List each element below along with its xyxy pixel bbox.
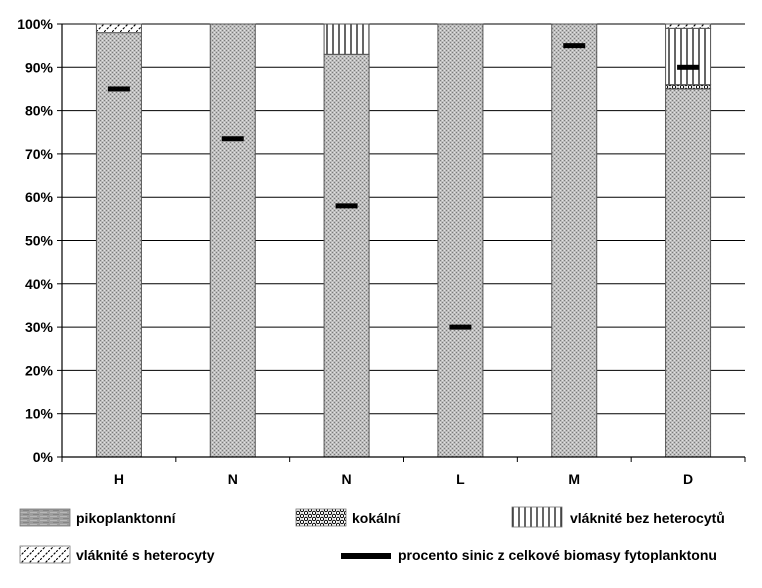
legend-swatch-kokal [295, 508, 347, 527]
gridlines [57, 23, 746, 462]
bar-segment-piko [95, 32, 142, 458]
bars [95, 23, 712, 458]
bar-segment-vertical [323, 23, 370, 55]
axes [61, 24, 745, 462]
legend: pikoplanktonní kokální vláknité bez hetero… [19, 506, 725, 564]
legend-label: vláknité s heterocyty [76, 547, 215, 563]
legend-swatch-diagonal [19, 545, 71, 564]
bar-segment-diagonal [665, 23, 712, 29]
legend-swatch-marker [341, 553, 391, 559]
y-tick-label: 60% [25, 189, 54, 205]
x-tick-label: N [228, 471, 238, 487]
bar-segment-piko [209, 23, 256, 458]
bar-segment-piko [323, 53, 370, 458]
y-tick-label: 30% [25, 319, 54, 335]
x-tick-label: H [114, 471, 124, 487]
legend-label-marker: procento sinic z celkové biomasy fytopla… [398, 547, 717, 563]
bar-segment-diagonal [95, 23, 142, 34]
tick-labels: 0% 10% 20% 30% 40% 50% 60% 70% 80% 90% 100% H N N L M D [17, 16, 693, 487]
legend-swatch-piko [19, 508, 71, 527]
y-tick-label: 10% [25, 406, 54, 422]
marker-point [677, 64, 700, 70]
y-tick-label: 80% [25, 103, 54, 119]
legend-label: vláknité bez heterocytů [570, 510, 725, 526]
marker-point [107, 86, 130, 92]
y-tick-label: 40% [25, 276, 54, 292]
y-tick-label: 100% [17, 16, 53, 32]
x-tick-label: L [456, 471, 465, 487]
y-tick-label: 0% [33, 449, 54, 465]
y-tick-label: 90% [25, 59, 54, 75]
legend-swatch-vertical [511, 506, 563, 528]
y-tick-label: 70% [25, 146, 54, 162]
legend-label: pikoplanktonní [76, 510, 177, 526]
bar-segment-kokal [665, 84, 712, 90]
legend-label: kokální [352, 510, 401, 526]
marker-point [449, 324, 472, 330]
marker-point [335, 203, 358, 209]
marker-series [107, 43, 700, 330]
bar-segment-vertical [665, 27, 712, 86]
x-tick-label: N [342, 471, 352, 487]
y-tick-label: 20% [25, 362, 54, 378]
bar-segment-piko [665, 88, 712, 458]
bar-segment-piko [551, 23, 598, 458]
marker-point [563, 43, 586, 49]
x-tick-label: M [568, 471, 580, 487]
marker-point [221, 136, 244, 142]
x-tick-label: D [683, 471, 693, 487]
y-tick-label: 50% [25, 233, 54, 249]
bar-segment-piko [437, 23, 484, 458]
